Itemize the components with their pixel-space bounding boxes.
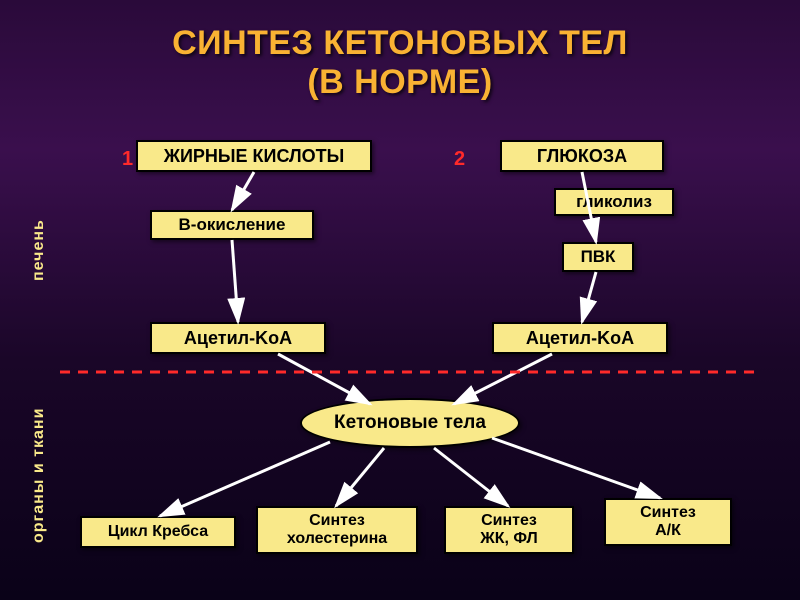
node-glucose: ГЛЮКОЗА bbox=[500, 140, 664, 172]
node-ketone-bodies: Кетоновые тела bbox=[300, 398, 520, 448]
node-zhk-fl: СинтезЖК, ФЛ bbox=[444, 506, 574, 554]
node-b-oxidation: В-окисление bbox=[150, 210, 314, 240]
path-number-1: 1 bbox=[122, 148, 133, 171]
title-line-1: СИНТЕЗ КЕТОНОВЫХ ТЕЛ bbox=[172, 24, 628, 62]
node-krebs-cycle: Цикл Кребса bbox=[80, 516, 236, 548]
slide-title: СИНТЕЗ КЕТОНОВЫХ ТЕЛ (В НОРМЕ) bbox=[0, 24, 800, 102]
node-ak: СинтезА/К bbox=[604, 498, 732, 546]
node-fatty-acids: ЖИРНЫЕ КИСЛОТЫ bbox=[136, 140, 372, 172]
node-pvk: ПВК bbox=[562, 242, 634, 272]
vlabel-liver: печень bbox=[30, 180, 48, 320]
node-cholesterol: Синтезхолестерина bbox=[256, 506, 418, 554]
title-line-2: (В НОРМЕ) bbox=[307, 63, 492, 101]
node-glycolysis: гликолиз bbox=[554, 188, 674, 216]
node-acetyl-coa-2: Ацетил-KoA bbox=[492, 322, 668, 354]
path-number-2: 2 bbox=[454, 148, 465, 171]
node-acetyl-coa-1: Ацетил-KoA bbox=[150, 322, 326, 354]
vlabel-organs: органы и ткани bbox=[30, 380, 48, 570]
